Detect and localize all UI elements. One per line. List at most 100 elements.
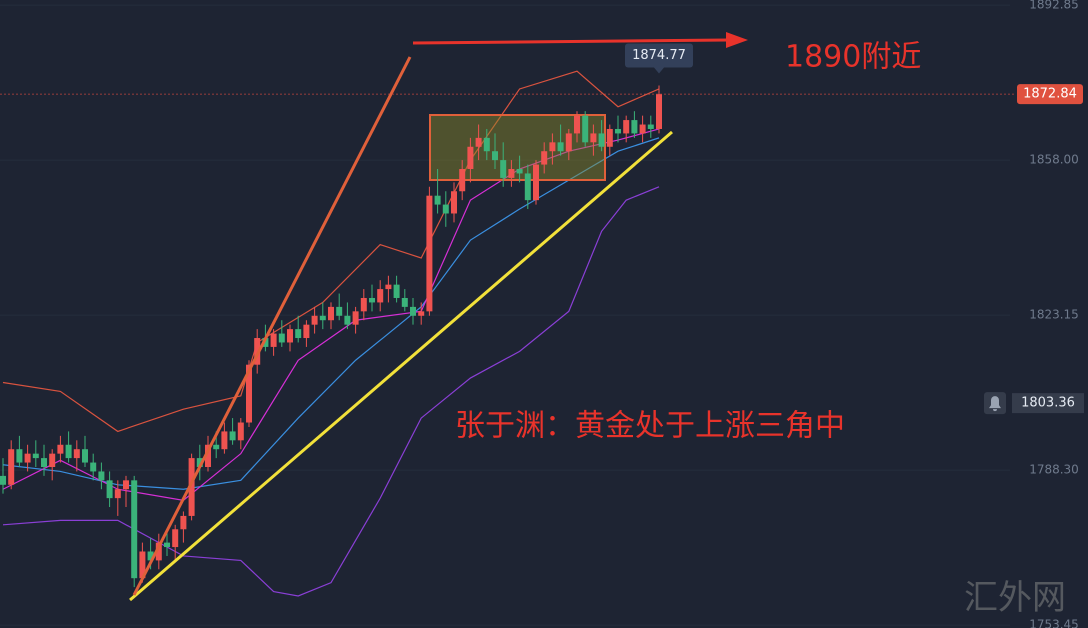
tooltip-label: 1874.77 bbox=[632, 48, 686, 63]
candle-body bbox=[418, 311, 425, 316]
candle-body bbox=[352, 311, 359, 325]
candle-body bbox=[106, 480, 113, 499]
candle-body bbox=[344, 315, 351, 325]
candle-body bbox=[229, 431, 236, 441]
arrow bbox=[412, 38, 729, 45]
candle-body bbox=[90, 462, 97, 472]
candle-body bbox=[508, 169, 515, 178]
candle-body bbox=[565, 133, 572, 152]
candle-body bbox=[533, 164, 539, 201]
candle-body bbox=[0, 475, 6, 485]
annotation: 张于渊：黄金处于上涨三角中 bbox=[455, 409, 845, 444]
candle-body bbox=[237, 422, 244, 441]
candle-body bbox=[213, 444, 220, 450]
last-price-label: 1872.84 bbox=[1023, 87, 1077, 102]
candle-body bbox=[205, 444, 211, 467]
candle-body bbox=[623, 120, 630, 134]
candle-body bbox=[32, 453, 39, 459]
candle-body bbox=[557, 142, 564, 152]
candle-body bbox=[467, 146, 474, 170]
candle-body bbox=[49, 453, 56, 467]
candle-body bbox=[147, 551, 154, 561]
candle-body bbox=[360, 297, 367, 312]
candle-body bbox=[549, 142, 556, 152]
candle-body bbox=[246, 364, 252, 423]
candle-body bbox=[82, 449, 88, 463]
candle-body bbox=[615, 128, 621, 134]
candle-body bbox=[98, 471, 105, 481]
candle-body bbox=[377, 289, 384, 303]
alert-tag bbox=[1012, 393, 1084, 414]
y-tick-label: 1788.30 bbox=[1029, 463, 1079, 477]
candle-body bbox=[123, 480, 129, 490]
candle-body bbox=[410, 306, 416, 316]
candles bbox=[0, 85, 662, 588]
candle-body bbox=[336, 306, 343, 316]
candle-body bbox=[221, 431, 228, 450]
candle-body bbox=[16, 449, 23, 463]
candle-body bbox=[656, 94, 662, 129]
candle-body bbox=[311, 315, 318, 325]
candle-body bbox=[483, 137, 490, 152]
candle-body bbox=[582, 115, 589, 143]
candle-body bbox=[155, 542, 162, 561]
annotation: 1890附近 bbox=[785, 40, 921, 75]
candle-body bbox=[65, 444, 72, 459]
candle-body bbox=[500, 160, 507, 178]
trend-line bbox=[129, 130, 673, 602]
alert-icon bbox=[989, 396, 1001, 412]
candle-body bbox=[434, 195, 441, 205]
candle-body bbox=[73, 449, 80, 459]
alert-price-label: 1803.36 bbox=[1021, 396, 1075, 411]
y-tick-label: 1858.00 bbox=[1029, 153, 1079, 167]
candle-body bbox=[139, 551, 146, 579]
candle-body bbox=[631, 120, 638, 134]
candle-body bbox=[172, 529, 179, 548]
candle-body bbox=[41, 458, 47, 467]
candle-body bbox=[319, 315, 326, 321]
candle-body bbox=[369, 297, 375, 303]
candle-body bbox=[328, 306, 334, 321]
candle-body bbox=[114, 489, 121, 499]
trend-line bbox=[132, 56, 412, 596]
indicator-line bbox=[2, 70, 660, 433]
candle-body bbox=[639, 124, 646, 134]
arrow-head bbox=[726, 32, 748, 48]
candle-body bbox=[590, 133, 597, 143]
tooltip-box bbox=[625, 43, 693, 68]
candle-body bbox=[295, 329, 302, 339]
candle-body bbox=[196, 458, 203, 467]
candle-body bbox=[401, 297, 408, 307]
candle-body bbox=[475, 137, 482, 147]
y-tick-label: 1823.15 bbox=[1029, 308, 1079, 322]
tooltip-pointer bbox=[654, 67, 664, 74]
candle-body bbox=[516, 169, 523, 174]
candle-body bbox=[459, 169, 466, 192]
candle-body bbox=[451, 191, 457, 214]
candle-body bbox=[492, 151, 498, 161]
candle-body bbox=[24, 453, 31, 463]
candle-body bbox=[393, 284, 400, 298]
candle-body bbox=[164, 542, 170, 548]
candle-body bbox=[270, 333, 277, 347]
candle-body bbox=[131, 480, 138, 579]
candle-body bbox=[287, 329, 293, 343]
candle-body bbox=[8, 449, 15, 485]
candle-body bbox=[606, 128, 613, 147]
candle-body bbox=[442, 204, 449, 214]
watermark: 汇外网 bbox=[964, 578, 1066, 618]
candle-body bbox=[541, 151, 548, 165]
candle-body bbox=[574, 115, 580, 134]
candle-body bbox=[278, 333, 285, 343]
candle-body bbox=[303, 324, 310, 339]
y-tick-label: 1753.45 bbox=[1029, 618, 1079, 628]
candle-body bbox=[385, 284, 392, 290]
price-tags: 1872.84 1874.77 1803.36 bbox=[0, 43, 1084, 415]
candle-body bbox=[57, 444, 64, 454]
candle-body bbox=[180, 515, 187, 530]
candle-body bbox=[254, 338, 261, 365]
candle-body bbox=[524, 173, 531, 201]
candle-body bbox=[647, 124, 654, 129]
